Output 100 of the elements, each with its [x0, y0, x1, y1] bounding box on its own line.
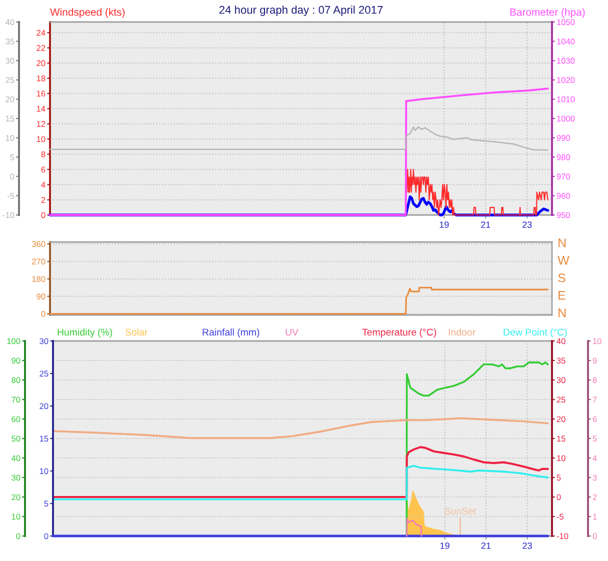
y-tick-label: 10 — [12, 514, 20, 520]
y-tick-label: 22 — [36, 45, 46, 51]
y2-tick-label: 1000 — [557, 116, 575, 122]
y2-tick-label: 950 — [556, 212, 570, 218]
y-tick-label: 0 — [16, 533, 20, 540]
y-tick-label: 24 — [36, 30, 46, 36]
y-tick-label: 9 — [592, 358, 597, 364]
line-series — [406, 518, 422, 537]
line-series — [49, 286, 549, 315]
text: W — [558, 256, 570, 265]
y-tick-label: 4 — [592, 455, 597, 462]
y-tick-label: 3 — [592, 474, 597, 481]
text: Temperature (°C) — [362, 328, 436, 338]
y2-tick-label: 1030 — [557, 58, 575, 64]
line-series — [52, 464, 549, 500]
text: Humidity (%) — [58, 328, 112, 338]
text: UV — [286, 328, 298, 336]
text: Indoor — [448, 328, 476, 336]
y-tick-label: 0 — [41, 311, 46, 317]
y3-tick-label: 25 — [6, 77, 14, 83]
y2-tick-label: 980 — [556, 154, 570, 160]
ref-line-label: SunSet — [444, 508, 476, 515]
text: N — [558, 238, 566, 248]
y2-tick-label: -5 — [556, 514, 564, 520]
y-tick-label: 8 — [592, 377, 597, 384]
y-tick-label: 2 — [41, 197, 46, 203]
y-tick-label: 360 — [32, 241, 46, 248]
x-tick-label: 21 — [481, 221, 490, 228]
y2-tick-label: 0 — [556, 494, 561, 500]
y2-tick-label: 1010 — [557, 96, 575, 102]
y2-tick-label: 15 — [557, 436, 566, 442]
y2-tick-label: -10 — [556, 533, 568, 540]
y-tick-label: 6 — [41, 166, 46, 173]
y-tick-label: 0 — [41, 212, 46, 218]
x-tick-label: 23 — [522, 221, 532, 228]
line-series — [49, 88, 549, 216]
y-tick-label: 70 — [12, 396, 20, 403]
y2-tick-label: 5 — [556, 474, 561, 481]
y3-tick-label: 20 — [6, 96, 14, 102]
x-tick-label: 19 — [440, 221, 449, 228]
y-tick-label: 5 — [592, 436, 597, 442]
y2-tick-label: 1040 — [557, 38, 575, 44]
y2-tick-label: 960 — [556, 192, 570, 199]
y-tick-label: 20 — [12, 494, 20, 500]
y-tick-label: 2 — [592, 494, 597, 500]
text: Solar — [125, 328, 148, 336]
y3-tick-label: -5 — [8, 192, 14, 199]
y-tick-label: 10 — [593, 338, 602, 344]
y2-tick-label: 30 — [556, 377, 566, 384]
line-series — [52, 446, 549, 498]
text: S — [558, 273, 566, 282]
y-tick-label: 20 — [36, 60, 46, 66]
y-tick-label: 8 — [41, 151, 46, 158]
y-tick-label: 270 — [32, 258, 46, 265]
y2-tick-label: 990 — [556, 135, 570, 141]
y-tick-label: 30 — [12, 474, 20, 481]
y-tick-label: 18 — [36, 75, 46, 82]
y3-tick-label: 10 — [6, 135, 14, 141]
line-series — [52, 417, 549, 440]
y2-tick-label: 40 — [556, 338, 566, 344]
y3-tick-label: -10 — [2, 212, 14, 218]
y-tick-label: 4 — [41, 182, 46, 188]
y2-tick-label: 25 — [556, 396, 566, 403]
y-tick-label: 16 — [36, 90, 46, 97]
text: Rainfall (mm) — [202, 328, 260, 338]
y-tick-label: 80 — [12, 377, 20, 384]
y-tick-label: 10 — [36, 136, 46, 142]
y-tick-label: 0 — [592, 533, 597, 540]
y-tick-label: 12 — [36, 121, 46, 127]
y2-tick-label: 970 — [556, 174, 570, 180]
y3-tick-label: 40 — [5, 19, 14, 26]
x-tick-label: 21 — [481, 542, 491, 549]
y2-tick-label: 10 — [557, 455, 566, 462]
x-tick-label: 19 — [440, 542, 450, 549]
x-tick-label: 23 — [522, 542, 532, 549]
y-tick-label: 50 — [12, 436, 20, 442]
y-tick-label: 90 — [36, 294, 46, 300]
y-tick-label: 60 — [12, 416, 20, 422]
y3-tick-label: 15 — [40, 436, 48, 442]
y-tick-label: 14 — [36, 106, 46, 112]
text: Dew Point (°C) — [504, 328, 567, 338]
y-tick-label: 6 — [592, 416, 597, 422]
text: N — [558, 308, 566, 318]
chart-title: 24 hour graph day : 07 April 2017 — [219, 6, 383, 16]
y-tick-label: 90 — [12, 358, 20, 364]
y-axis-title: Windspeed (kts) — [50, 8, 125, 18]
y2-tick-label: 20 — [556, 416, 566, 422]
y-tick-label: 40 — [11, 455, 20, 462]
y-tick-label: 7 — [592, 396, 597, 403]
y2-tick-label: 35 — [556, 358, 566, 364]
y3-tick-label: 30 — [6, 58, 14, 64]
y2-tick-label: 1020 — [557, 77, 575, 83]
y-tick-label: 100 — [7, 338, 20, 344]
y2-axis-title: Barometer (hpa) — [510, 8, 585, 18]
y3-tick-label: 25 — [40, 370, 48, 377]
y-tick-label: 180 — [32, 276, 46, 282]
y2-tick-label: 1050 — [557, 19, 575, 26]
y3-tick-label: 35 — [6, 38, 14, 44]
y-tick-label: 1 — [593, 514, 597, 520]
text: E — [558, 290, 566, 300]
